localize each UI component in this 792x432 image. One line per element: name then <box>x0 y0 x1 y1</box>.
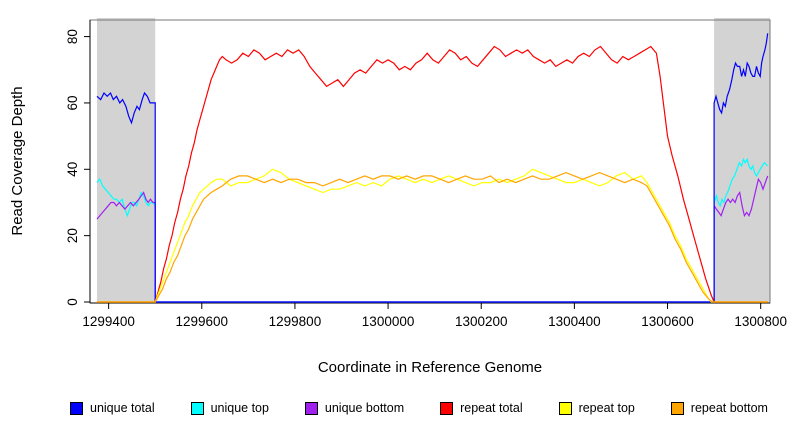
x-tick-label: 1299400 <box>82 314 135 329</box>
x-tick-label: 1300800 <box>734 314 787 329</box>
legend-item-repeat-top: repeat top <box>558 401 635 415</box>
legend-item-repeat-total: repeat total <box>440 401 523 415</box>
shaded-region <box>96 18 156 302</box>
plot-area: 1299400 1299600 1299800 1300000 1300200 13004… <box>65 18 787 329</box>
legend-label-unique-total: unique total <box>90 401 155 415</box>
y-tick-label: 80 <box>65 29 80 44</box>
legend-item-unique-total: unique total <box>70 401 155 415</box>
legend-label-repeat-top: repeat top <box>578 401 635 415</box>
legend-item-unique-top: unique top <box>190 401 269 415</box>
unique-bottom-swatch <box>304 401 318 415</box>
legend-label-unique-bottom: unique bottom <box>324 401 405 415</box>
series-unique-total <box>96 33 769 303</box>
y-tick-label: 40 <box>65 162 80 177</box>
series-unique-top <box>96 157 769 303</box>
repeat-bottom-swatch <box>670 401 684 415</box>
legend-item-repeat-bottom: repeat bottom <box>670 401 768 415</box>
x-tick-label: 1300600 <box>641 314 694 329</box>
x-tick-label: 1300200 <box>455 314 508 329</box>
repeat-top-swatch <box>558 401 572 415</box>
coverage-chart: 1299400 1299600 1299800 1300000 1300200 13004… <box>9 18 787 376</box>
legend-label-repeat-bottom: repeat bottom <box>690 401 768 415</box>
unique-top-swatch <box>190 401 204 415</box>
x-tick-label: 1299800 <box>269 314 322 329</box>
x-axis-title: Coordinate in Reference Genome <box>318 359 542 376</box>
repeat-total-swatch <box>440 401 454 415</box>
y-axis-title: Read Coverage Depth <box>9 86 26 235</box>
y-tick-label: 20 <box>65 228 80 243</box>
legend-label-repeat-total: repeat total <box>460 401 523 415</box>
legend-label-unique-top: unique top <box>210 401 269 415</box>
y-tick-label: 0 <box>65 298 80 306</box>
series-repeat-bottom <box>97 171 768 303</box>
series-unique-bottom <box>96 175 769 303</box>
legend-item-unique-bottom: unique bottom <box>304 401 405 415</box>
legend: unique total unique top unique bottom re… <box>70 398 768 418</box>
series-repeat-total <box>97 45 768 303</box>
y-tick-label: 60 <box>65 95 80 110</box>
x-tick-label: 1300400 <box>548 314 601 329</box>
plot-box <box>89 19 771 304</box>
x-tick-label: 1299600 <box>175 314 228 329</box>
unique-total-swatch <box>70 401 83 415</box>
shaded-region <box>714 18 770 302</box>
series-repeat-top <box>97 168 768 303</box>
x-tick-label: 1300000 <box>362 314 415 329</box>
